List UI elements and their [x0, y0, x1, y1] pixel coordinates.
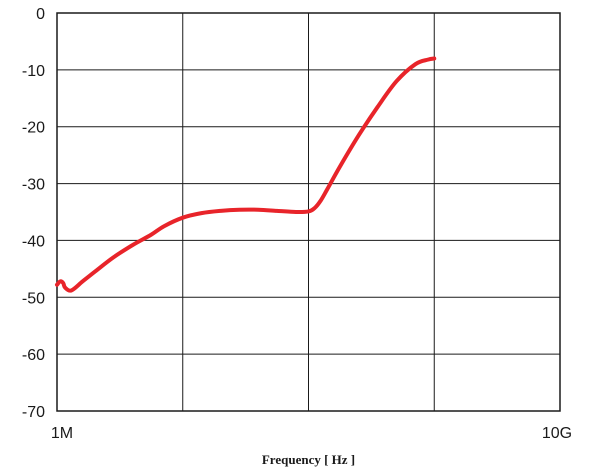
- plot-frame: [56, 12, 561, 412]
- y-tick-label-3: -30: [22, 177, 45, 194]
- y-tick-label-1: -10: [22, 63, 45, 80]
- y-tick-label-5: -50: [22, 290, 45, 307]
- x-tick-label-0: 1M: [51, 425, 73, 442]
- y-tick-label-6: -60: [22, 347, 45, 364]
- y-tick-label-2: -20: [22, 120, 45, 137]
- y-tick-label-0: 0: [36, 6, 45, 23]
- series-line-0: [55, 56, 437, 293]
- y-tick-label-4: -40: [22, 233, 45, 250]
- x-tick-label-4: 10G: [542, 425, 572, 442]
- y-tick-label-7: -70: [22, 404, 45, 421]
- x-axis-title: Frequency [ Hz ]: [262, 452, 355, 467]
